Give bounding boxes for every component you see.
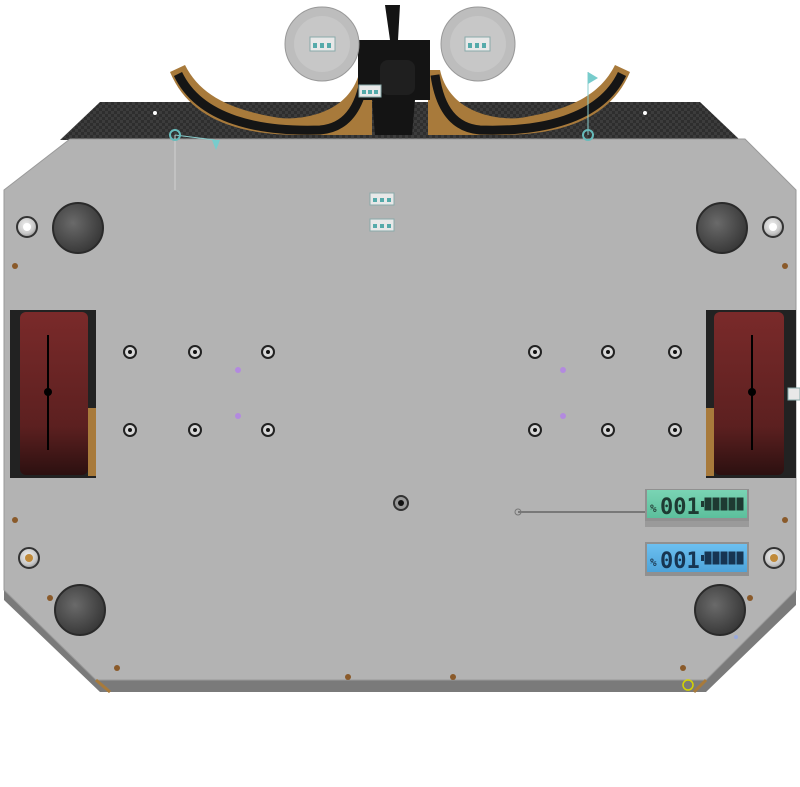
connector-icon [369, 218, 395, 232]
battery-cap [701, 555, 704, 561]
mounting-hole-icon[interactable] [54, 584, 106, 636]
lcd-digits: 001 [660, 495, 700, 520]
bolt-icon [601, 423, 615, 437]
battery-segment [712, 551, 720, 565]
pivot-point-icon[interactable] [393, 495, 409, 511]
bolt-icon [123, 423, 137, 437]
bolt-grid [123, 345, 682, 437]
indicator-dot [734, 635, 738, 639]
battery-segment [704, 551, 712, 565]
battery-segment [720, 551, 728, 565]
lcd-display-green[interactable]: % 001 [645, 489, 749, 527]
motor-right[interactable] [706, 310, 800, 478]
battery-segment [712, 497, 720, 511]
standoff-icon[interactable] [16, 216, 38, 238]
wheel-bracket-left[interactable] [170, 65, 372, 135]
flag-marker-icon[interactable] [582, 72, 598, 141]
connector-icon [369, 192, 395, 206]
marker-group [235, 367, 566, 419]
selection-marker[interactable] [682, 679, 694, 691]
bolt-icon [668, 345, 682, 359]
lcd-prefix: % [650, 556, 657, 569]
battery-segment [736, 497, 744, 511]
lcd-prefix: % [650, 502, 657, 515]
base-plate[interactable] [3, 138, 797, 681]
connector-icon [309, 36, 336, 52]
bolt-icon [188, 423, 202, 437]
battery-segment [728, 497, 736, 511]
lcd-digits: 001 [660, 549, 700, 574]
motor-left[interactable] [10, 310, 96, 478]
bolt-icon [668, 423, 682, 437]
bolt-icon [528, 345, 542, 359]
battery-cap [701, 501, 704, 507]
bolt-icon [188, 345, 202, 359]
fork-mount[interactable] [358, 5, 430, 135]
bolt-icon [528, 423, 542, 437]
mounting-hole-icon[interactable] [694, 584, 746, 636]
lcd-display-blue[interactable]: % 001 [645, 542, 749, 576]
bolt-icon [261, 345, 275, 359]
wheel-bracket-right[interactable] [428, 65, 630, 135]
connector-icon [464, 36, 491, 52]
standoff-icon[interactable] [762, 216, 784, 238]
bolt-icon [261, 423, 275, 437]
mounting-hole-icon[interactable] [52, 202, 104, 254]
standoff-icon[interactable] [18, 547, 40, 569]
battery-segment [704, 497, 712, 511]
battery-segment [728, 551, 736, 565]
screw-pattern [12, 111, 788, 680]
mounting-hole-icon[interactable] [696, 202, 748, 254]
battery-segment [720, 497, 728, 511]
standoff-icon[interactable] [763, 547, 785, 569]
bolt-icon [123, 345, 137, 359]
battery-icon [701, 497, 744, 511]
flag-marker-icon[interactable] [169, 129, 220, 190]
battery-icon [701, 551, 744, 565]
bolt-icon [601, 345, 615, 359]
connector-icon [358, 84, 382, 98]
battery-segment [736, 551, 744, 565]
